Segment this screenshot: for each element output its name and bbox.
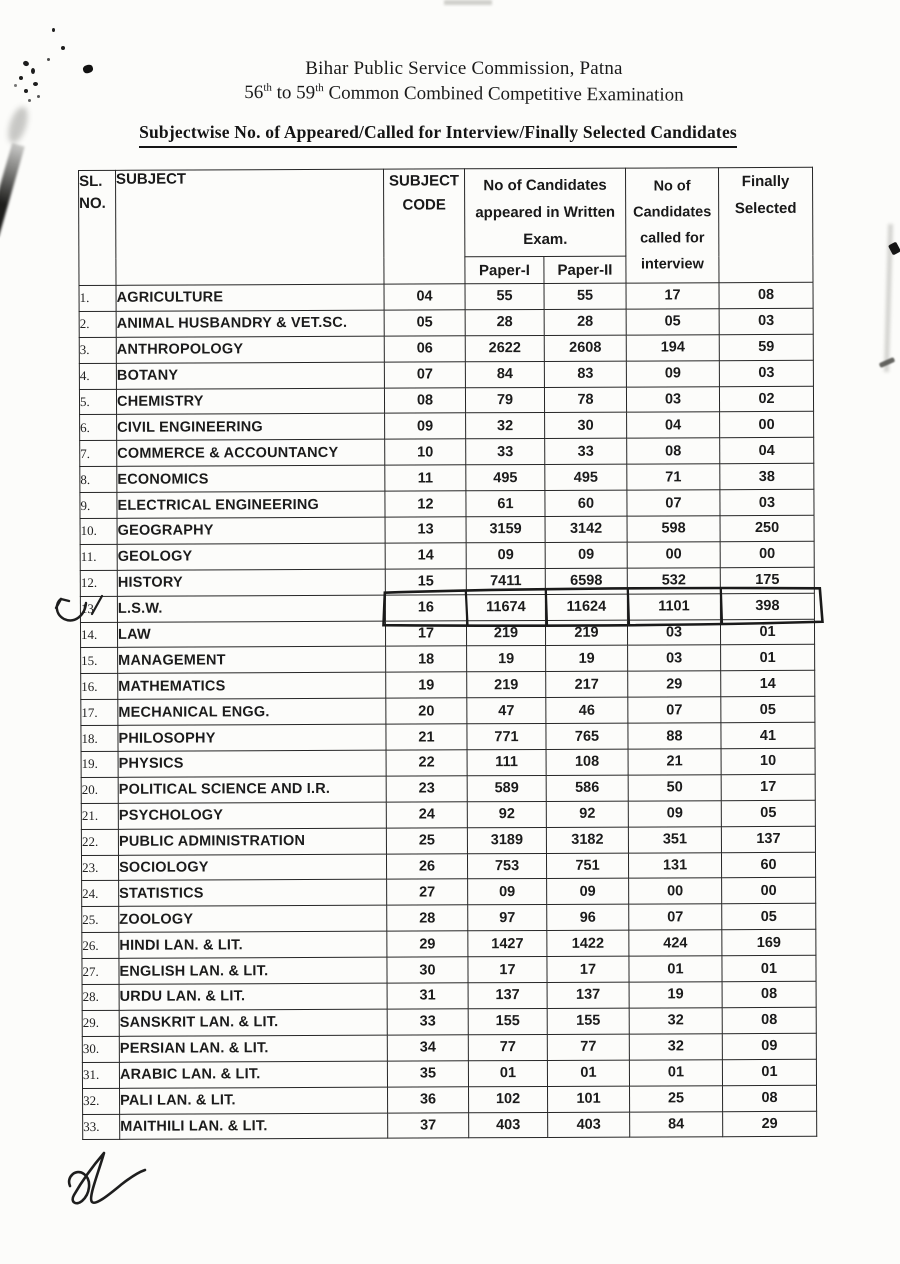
- scan-dash-top: [444, 0, 492, 5]
- document-header: Bihar Public Service Commission, Patna 5…: [14, 58, 900, 106]
- pen-box-row13: [382, 586, 824, 627]
- margin-arrow-row13: [54, 594, 104, 622]
- page-title: Subjectwise No. of Appeared/Called for I…: [139, 122, 737, 148]
- heading-wrap: Subjectwise No. of Appeared/Called for I…: [0, 122, 888, 148]
- signature: [67, 1151, 147, 1205]
- org-title: Bihar Public Service Commission, Patna: [305, 58, 623, 79]
- table-wrap: SL. NO. SUBJECT SUBJECT CODE No of Candi…: [78, 167, 824, 1141]
